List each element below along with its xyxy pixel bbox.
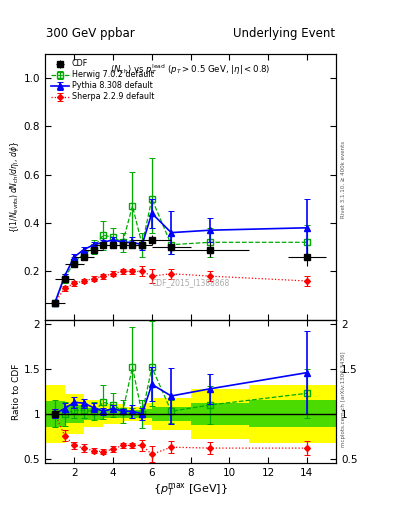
Y-axis label: $\{(1/N_\mathsf{evnts})\,dN_\mathsf{ch}/d\eta_\mathsf{l},\,d\phi\}$: $\{(1/N_\mathsf{evnts})\,dN_\mathsf{ch}/… bbox=[8, 141, 21, 233]
Text: mcplots.cern.ch [arXiv:1306.3436]: mcplots.cern.ch [arXiv:1306.3436] bbox=[341, 352, 346, 447]
Y-axis label: Ratio to CDF: Ratio to CDF bbox=[12, 364, 21, 420]
Text: Underlying Event: Underlying Event bbox=[233, 27, 335, 40]
Text: Rivet 3.1.10, ≥ 400k events: Rivet 3.1.10, ≥ 400k events bbox=[341, 141, 346, 218]
X-axis label: $\{p_T^\mathsf{max}$ [GeV]$\}$: $\{p_T^\mathsf{max}$ [GeV]$\}$ bbox=[153, 481, 228, 498]
Text: $\langle N_\mathsf{ch}\rangle$ vs $p_T^\mathsf{lead}$ ($p_T>0.5$ GeV, $|\eta|<0.: $\langle N_\mathsf{ch}\rangle$ vs $p_T^\… bbox=[110, 62, 271, 77]
Text: 300 GeV ppbar: 300 GeV ppbar bbox=[46, 27, 135, 40]
Text: CDF_2015_I1388868: CDF_2015_I1388868 bbox=[151, 278, 230, 287]
Legend: CDF, Herwig 7.0.2 default, Pythia 8.308 default, Sherpa 2.2.9 default: CDF, Herwig 7.0.2 default, Pythia 8.308 … bbox=[49, 58, 156, 103]
